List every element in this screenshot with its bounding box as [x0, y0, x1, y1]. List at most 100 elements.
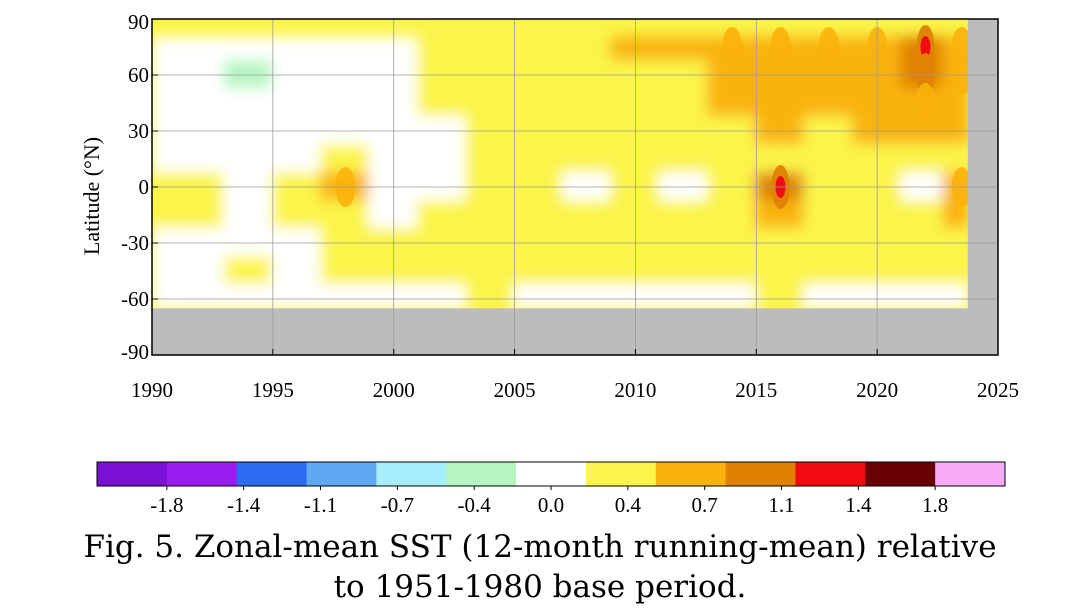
heatmap-cell	[175, 256, 226, 286]
colorbar-label: -1.8	[150, 493, 183, 517]
colorbar-cells	[97, 462, 1006, 486]
y-tick-label: 60	[128, 63, 149, 87]
heatmap-cell	[513, 284, 564, 310]
heatmap-cell	[561, 36, 613, 62]
y-axis-label: Latitude (°N)	[79, 137, 104, 255]
heatmap-cell	[223, 36, 274, 62]
anomaly-core	[722, 27, 743, 67]
y-tick-label: 90	[128, 10, 149, 34]
colorbar-label: 0.0	[538, 493, 564, 517]
heatmap-cell	[175, 144, 226, 174]
heatmap-cell	[175, 200, 226, 230]
heatmap-cell	[175, 36, 226, 62]
heatmap-cell	[755, 88, 806, 118]
heatmap-cell	[320, 284, 371, 310]
heatmap-cell	[900, 144, 945, 174]
heatmap-cell	[942, 256, 969, 286]
grid-lines	[152, 19, 998, 355]
caption-line-2: to 1951-1980 base period.	[333, 569, 747, 605]
heatmap-cell	[803, 144, 854, 174]
colorbar-swatch	[236, 462, 308, 486]
heatmap-cell	[271, 200, 323, 230]
figure-caption: Fig. 5. Zonal-mean SST (12-month running…	[40, 527, 1040, 607]
x-tick-label: 2010	[614, 378, 656, 402]
heatmap-cell	[900, 284, 945, 310]
heatmap-cell	[465, 36, 516, 62]
heatmap-cell	[465, 88, 516, 118]
heatmap-cell	[416, 88, 468, 118]
heatmap-cell	[513, 144, 564, 174]
colorbar-label: 1.4	[845, 493, 872, 517]
heatmap-cell	[803, 200, 854, 230]
heatmap-cell	[900, 256, 945, 286]
heatmap-cell	[175, 284, 226, 310]
colorbar-swatch	[865, 462, 936, 486]
anomaly-core	[770, 27, 791, 67]
y-tick-label: -60	[121, 287, 149, 311]
heatmap-cell	[416, 36, 468, 62]
colorbar-swatch	[97, 462, 168, 486]
colorbar-swatch	[795, 462, 866, 486]
heatmap-cell	[416, 144, 468, 174]
heatmap-cell	[223, 256, 274, 286]
heatmap-cell	[706, 88, 758, 118]
y-tick-label: 30	[128, 119, 149, 143]
heatmap-cell	[175, 88, 226, 118]
heatmap-cell	[465, 144, 516, 174]
x-tick-label: 1990	[131, 378, 173, 402]
heatmap-cell	[561, 144, 613, 174]
heatmap-cell	[706, 256, 758, 286]
heatmap-cell	[513, 256, 564, 286]
colorbar-label: 1.1	[768, 493, 794, 517]
heatmap-cell	[465, 284, 516, 310]
heatmap-cell	[658, 284, 709, 310]
anomaly-core	[915, 83, 936, 123]
heatmap-cell	[561, 284, 613, 310]
heatmap-cell	[900, 200, 945, 230]
heatmap-cell	[152, 256, 178, 286]
heatmap-cell	[416, 200, 468, 230]
heatmap-cell	[706, 200, 758, 230]
heatmap-cell	[152, 284, 178, 310]
heatmap-cell	[755, 284, 806, 310]
heatmap-cell	[223, 144, 274, 174]
x-tick-label: 1995	[252, 378, 294, 402]
heatmap-cell	[658, 36, 709, 62]
y-tick-label: -30	[121, 231, 149, 255]
heatmap-cell	[803, 256, 854, 286]
heatmap-cell	[320, 256, 371, 286]
heatmap-cell	[271, 36, 323, 62]
heatmap-cell	[465, 200, 516, 230]
heatmap-cell	[320, 88, 371, 118]
heatmap-cell	[416, 256, 468, 286]
heatmap-cell	[152, 200, 178, 230]
heatmap-cell	[465, 256, 516, 286]
heatmap-cell	[320, 36, 371, 62]
heatmap-cell	[706, 284, 758, 310]
heatmap-cell	[416, 284, 468, 310]
heatmap-cell	[152, 36, 178, 62]
heatmap-cell	[561, 88, 613, 118]
colorbar-swatch	[166, 462, 238, 486]
colorbar: -1.8 -1.4 -1.1 -0.7 -0.4 0.0 0.4 0.7 1.1 1.4 1.8	[96, 461, 1006, 517]
x-tick-label: 2000	[373, 378, 415, 402]
colorbar-label: -0.4	[458, 493, 492, 517]
colorbar-swatch	[655, 462, 727, 486]
colorbar-label: 0.4	[615, 493, 642, 517]
colorbar-swatch	[935, 462, 1006, 486]
anomaly-peak	[920, 36, 931, 58]
colorbar-label: 0.7	[692, 493, 718, 517]
heatmap-cell	[803, 284, 854, 310]
colorbar-label: -0.7	[381, 493, 414, 517]
heatmap-cells	[152, 36, 969, 310]
heatmap-cell	[803, 88, 854, 118]
heatmap-cell	[706, 144, 758, 174]
heatmap-cell	[755, 256, 806, 286]
colorbar-labels: -1.8 -1.4 -1.1 -0.7 -0.4 0.0 0.4 0.7 1.1 1.4 1.8	[150, 486, 948, 517]
no-data-south	[152, 308, 998, 355]
heatmap-cell	[513, 200, 564, 230]
heatmap-cell	[271, 144, 323, 174]
heatmap-cell	[223, 88, 274, 118]
colorbar-swatch	[585, 462, 657, 486]
